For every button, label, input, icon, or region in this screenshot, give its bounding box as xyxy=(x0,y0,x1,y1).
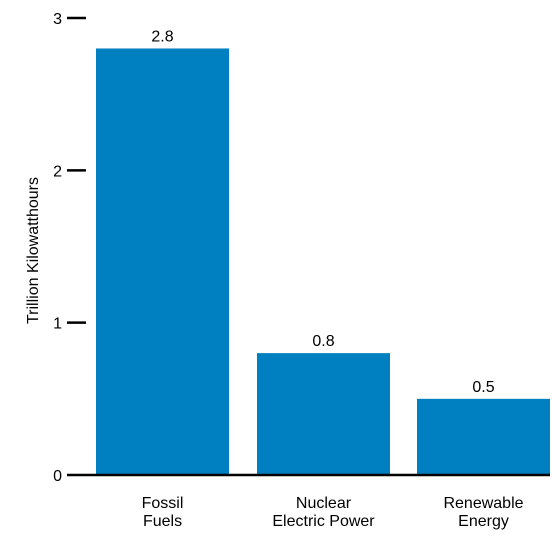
data-label-2: 0.5 xyxy=(472,379,494,396)
category-label-1-line-1: Electric Power xyxy=(272,513,375,530)
category-label-1-line-0: Nuclear xyxy=(296,495,352,512)
category-label-1: Nuclear Electric Power xyxy=(272,495,375,530)
category-label-0-line-1: Fuels xyxy=(143,513,182,530)
data-label-1: 0.8 xyxy=(312,333,334,350)
data-label-0: 2.8 xyxy=(151,28,173,45)
category-label-2-line-1: Energy xyxy=(458,513,509,530)
category-label-0-line-0: Fossil xyxy=(142,495,184,512)
category-label-2: Renewable Energy xyxy=(443,495,523,530)
category-label-0: Fossil Fuels xyxy=(142,495,184,530)
y-tick-label-2: 2 xyxy=(53,163,62,180)
x-axis-labels: Fossil Fuels Nuclear Electric Power Renewabl… xyxy=(142,495,524,530)
category-label-2-line-0: Renewable xyxy=(443,495,523,512)
y-tick-label-3: 3 xyxy=(53,11,62,28)
y-axis: 0 1 2 3 xyxy=(53,11,86,485)
data-labels-group: 2.8 0.8 0.5 xyxy=(151,28,494,395)
bar-1 xyxy=(257,353,390,475)
bars-group xyxy=(96,48,550,475)
y-tick-label-1: 1 xyxy=(53,316,62,333)
y-tick-label-0: 0 xyxy=(53,468,62,485)
y-axis-title: Trillion Kilowatthours xyxy=(25,177,42,324)
bar-2 xyxy=(417,398,550,475)
bar-0 xyxy=(96,48,229,475)
